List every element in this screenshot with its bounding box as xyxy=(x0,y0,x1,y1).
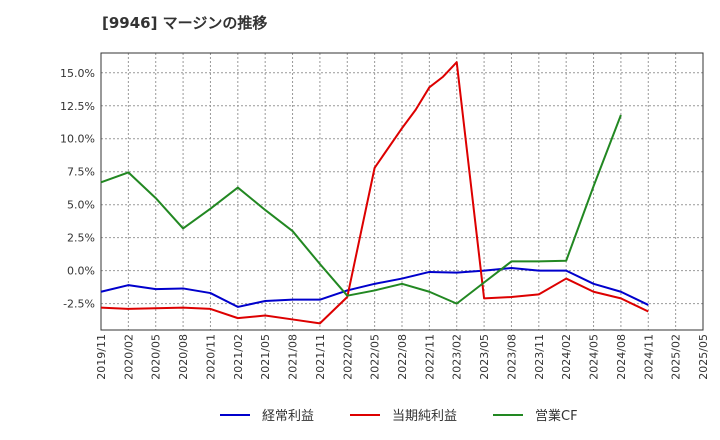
x-tick-label: 2022/05 xyxy=(369,334,382,380)
legend: 経常利益 当期純利益 営業CF xyxy=(220,408,578,424)
x-tick-label: 2024/02 xyxy=(560,334,573,380)
y-tick-label: -2.5% xyxy=(63,298,95,311)
x-tick-label: 2023/11 xyxy=(533,334,546,380)
horizontal-gridlines xyxy=(101,72,703,305)
series-line-2 xyxy=(100,61,649,325)
x-tick-label: 2024/08 xyxy=(615,334,628,380)
x-tick-label: 2022/08 xyxy=(396,334,409,380)
x-tick-label: 2023/05 xyxy=(478,334,491,380)
x-tick-label: 2020/05 xyxy=(150,334,163,380)
series-line-1 xyxy=(100,267,649,308)
y-tick-label: 15.0% xyxy=(60,67,95,80)
x-tick-label: 2024/11 xyxy=(642,334,655,380)
x-tick-label: 2025/05 xyxy=(697,334,710,380)
x-tick-label: 2019/11 xyxy=(95,334,108,380)
plot-frame xyxy=(100,52,704,331)
x-tick-label: 2022/11 xyxy=(423,334,436,380)
y-tick-label: 12.5% xyxy=(60,100,95,113)
legend-label-2: 当期純利益 xyxy=(392,409,457,424)
x-tick-label: 2020/02 xyxy=(122,334,135,380)
x-tick-label: 2024/05 xyxy=(588,334,601,380)
legend-label-1: 経常利益 xyxy=(262,409,314,424)
legend-label-3: 営業CF xyxy=(535,408,578,424)
y-tick-label: 2.5% xyxy=(67,232,95,245)
x-tick-label: 2021/05 xyxy=(259,334,272,380)
x-tick-label: 2023/02 xyxy=(451,334,464,380)
x-tick-label: 2023/08 xyxy=(505,334,518,380)
y-tick-label: 0.0% xyxy=(67,265,95,278)
x-axis-ticks: 2019/11 2020/02 2020/05 2020/08 2020/11 2021/… xyxy=(95,334,710,380)
chart-title: [9946] マージンの推移 xyxy=(102,14,268,32)
y-tick-label: 7.5% xyxy=(67,166,95,179)
x-tick-label: 2020/11 xyxy=(204,334,217,380)
x-tick-label: 2021/11 xyxy=(314,334,327,380)
y-tick-label: 10.0% xyxy=(60,133,95,146)
x-tick-label: 2022/02 xyxy=(341,334,354,380)
x-tick-label: 2020/08 xyxy=(177,334,190,380)
series-layer xyxy=(100,61,649,325)
x-tick-label: 2021/02 xyxy=(232,334,245,380)
series-line-3 xyxy=(100,114,622,305)
y-tick-label: 5.0% xyxy=(67,199,95,212)
y-axis-ticks: -2.5% 0.0% 2.5% 5.0% 7.5% 10.0% 12.5% 15.0% xyxy=(60,67,95,311)
x-tick-label: 2021/08 xyxy=(287,334,300,380)
x-tick-label: 2025/02 xyxy=(670,334,683,380)
